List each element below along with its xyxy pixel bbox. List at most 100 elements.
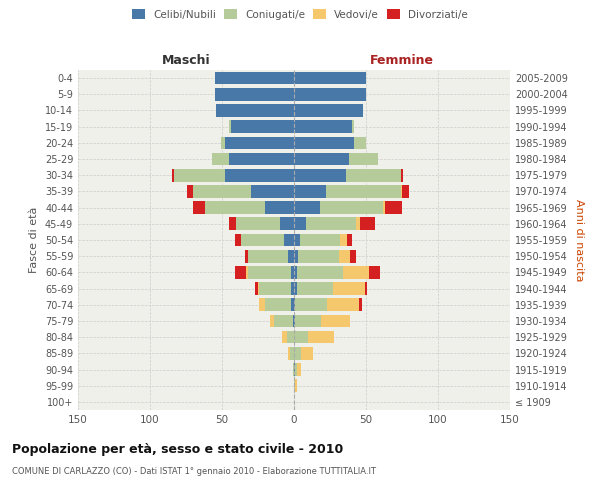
Bar	[297, 282, 333, 295]
Bar	[352, 120, 355, 133]
Bar	[347, 234, 352, 246]
Bar	[193, 202, 205, 214]
Bar	[294, 282, 297, 295]
Bar	[320, 202, 383, 214]
Bar	[298, 250, 338, 262]
Bar	[294, 120, 352, 133]
Bar	[269, 314, 274, 328]
Bar	[295, 314, 322, 328]
Bar	[284, 234, 294, 246]
Bar	[305, 218, 356, 230]
Bar	[251, 185, 294, 198]
Bar	[290, 347, 294, 360]
Bar	[293, 314, 294, 328]
Bar	[265, 202, 294, 214]
Bar	[236, 218, 280, 230]
Bar	[294, 347, 301, 360]
Bar	[216, 104, 294, 117]
Bar	[235, 266, 247, 278]
Bar	[301, 347, 313, 360]
Bar	[225, 169, 294, 181]
Bar	[360, 218, 374, 230]
Bar	[221, 136, 225, 149]
Bar	[274, 314, 293, 328]
Bar	[294, 218, 305, 230]
Bar	[385, 202, 402, 214]
Bar	[225, 136, 294, 149]
Bar	[245, 250, 248, 262]
Bar	[259, 282, 291, 295]
Bar	[350, 250, 356, 262]
Bar	[326, 185, 401, 198]
Bar	[338, 250, 350, 262]
Bar	[294, 266, 297, 278]
Bar	[172, 169, 175, 181]
Text: Femmine: Femmine	[370, 54, 434, 68]
Bar	[294, 234, 300, 246]
Bar	[241, 234, 284, 246]
Bar	[293, 363, 294, 376]
Bar	[248, 266, 291, 278]
Y-axis label: Fasce di età: Fasce di età	[29, 207, 39, 273]
Bar	[215, 72, 294, 85]
Bar	[294, 152, 349, 166]
Bar	[294, 250, 298, 262]
Bar	[187, 185, 193, 198]
Bar	[349, 152, 377, 166]
Bar	[280, 218, 294, 230]
Text: Popolazione per età, sesso e stato civile - 2010: Popolazione per età, sesso e stato civil…	[12, 442, 343, 456]
Bar	[288, 347, 290, 360]
Bar	[258, 282, 259, 295]
Bar	[308, 331, 334, 344]
Bar	[294, 136, 355, 149]
Bar	[193, 185, 251, 198]
Bar	[294, 104, 363, 117]
Bar	[294, 72, 366, 85]
Legend: Celibi/Nubili, Coniugati/e, Vedovi/e, Divorziati/e: Celibi/Nubili, Coniugati/e, Vedovi/e, Di…	[128, 5, 472, 24]
Bar	[294, 380, 295, 392]
Text: Maschi: Maschi	[161, 54, 211, 68]
Bar	[333, 282, 365, 295]
Bar	[300, 234, 340, 246]
Bar	[205, 202, 265, 214]
Bar	[294, 298, 295, 311]
Bar	[365, 282, 367, 295]
Bar	[295, 363, 297, 376]
Bar	[294, 88, 366, 101]
Bar	[291, 266, 294, 278]
Bar	[288, 250, 294, 262]
Bar	[401, 169, 403, 181]
Bar	[294, 331, 308, 344]
Bar	[291, 282, 294, 295]
Bar	[259, 298, 265, 311]
Bar	[295, 380, 297, 392]
Bar	[294, 314, 295, 328]
Bar	[294, 169, 346, 181]
Bar	[230, 120, 294, 133]
Bar	[294, 363, 295, 376]
Bar	[294, 185, 326, 198]
Bar	[212, 152, 229, 166]
Bar	[287, 331, 294, 344]
Bar	[283, 331, 287, 344]
Bar	[355, 136, 366, 149]
Bar	[295, 298, 327, 311]
Bar	[383, 202, 385, 214]
Bar	[297, 266, 343, 278]
Bar	[175, 169, 225, 181]
Bar	[340, 234, 347, 246]
Bar	[294, 202, 320, 214]
Bar	[401, 185, 402, 198]
Bar	[369, 266, 380, 278]
Bar	[229, 152, 294, 166]
Bar	[248, 250, 288, 262]
Y-axis label: Anni di nascita: Anni di nascita	[574, 198, 584, 281]
Bar	[229, 218, 236, 230]
Bar	[327, 298, 359, 311]
Bar	[255, 282, 258, 295]
Bar	[322, 314, 350, 328]
Bar	[356, 218, 360, 230]
Bar	[229, 120, 230, 133]
Bar	[265, 298, 291, 311]
Text: COMUNE DI CARLAZZO (CO) - Dati ISTAT 1° gennaio 2010 - Elaborazione TUTTITALIA.I: COMUNE DI CARLAZZO (CO) - Dati ISTAT 1° …	[12, 468, 376, 476]
